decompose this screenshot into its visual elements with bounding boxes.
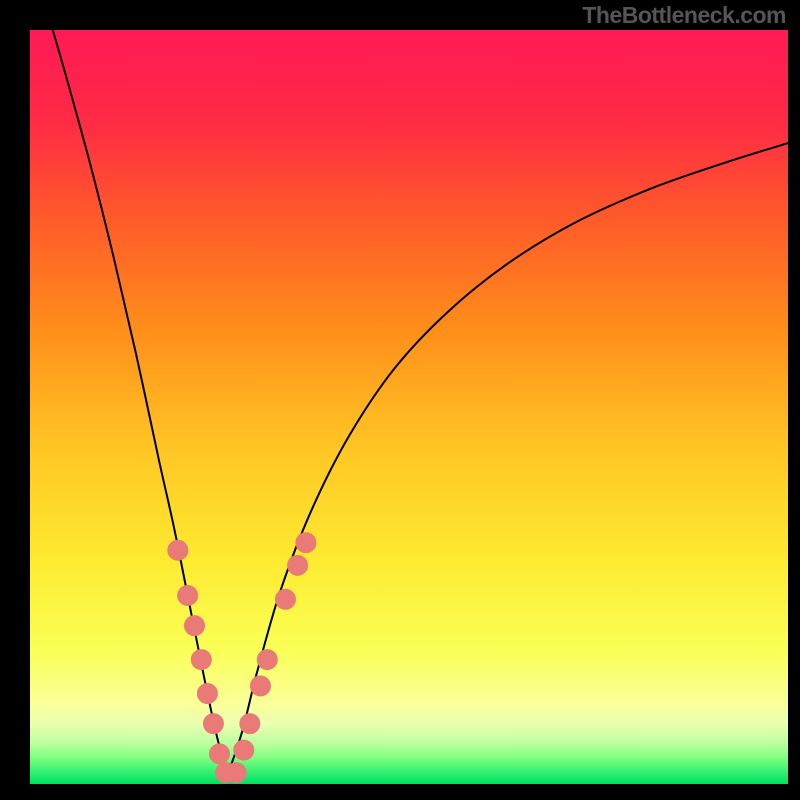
data-marker [184, 616, 204, 636]
data-marker [250, 676, 270, 696]
data-marker [288, 555, 308, 575]
data-marker [210, 744, 230, 764]
chart-frame: TheBottleneck.com [0, 0, 800, 800]
data-marker [203, 714, 223, 734]
chart-svg [0, 0, 800, 800]
data-marker [257, 650, 277, 670]
data-marker [240, 714, 260, 734]
data-marker [275, 589, 295, 609]
gradient-background [30, 30, 788, 784]
data-marker [191, 650, 211, 670]
data-marker [178, 586, 198, 606]
data-marker [197, 684, 217, 704]
data-marker [234, 740, 254, 760]
watermark-text: TheBottleneck.com [582, 2, 786, 29]
data-marker [168, 540, 188, 560]
data-marker [296, 533, 316, 553]
data-marker [226, 763, 246, 783]
